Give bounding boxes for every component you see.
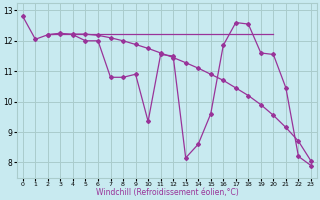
X-axis label: Windchill (Refroidissement éolien,°C): Windchill (Refroidissement éolien,°C) bbox=[96, 188, 238, 197]
